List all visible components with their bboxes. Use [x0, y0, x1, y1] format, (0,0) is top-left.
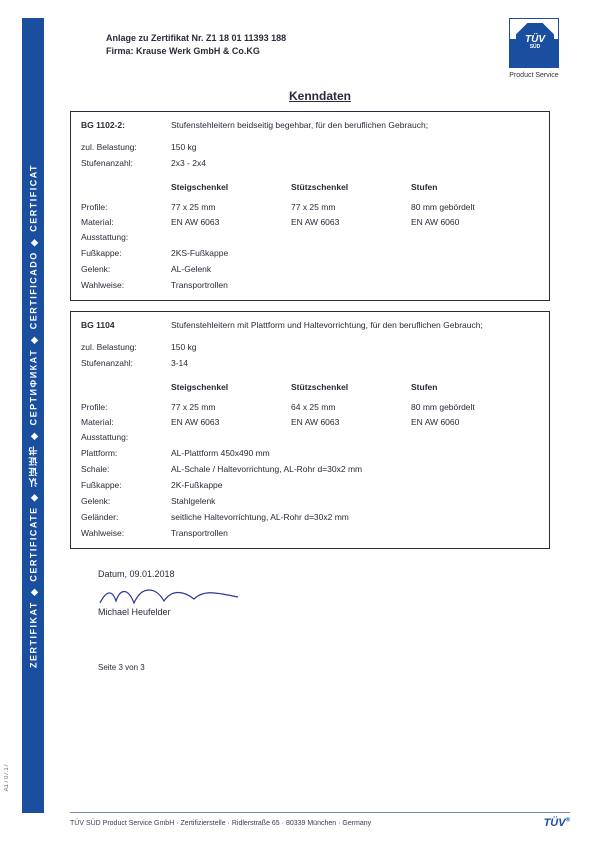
- spec-box-2: BG 1104 Stufenstehleitern mit Plattform …: [70, 311, 550, 549]
- box2-rb0-l: Ausstattung:: [81, 432, 171, 442]
- box1-ch2: Stufen: [411, 182, 531, 192]
- header-left: Anlage zu Zertifikat Nr. Z1 18 01 11393 …: [70, 18, 286, 57]
- box2-r0-val: 150 kg: [171, 342, 539, 352]
- logo-sub: SÜD: [530, 45, 541, 50]
- box2-dr0-l: Profile:: [81, 402, 171, 412]
- box2-dr0-c2: 80 mm gebördelt: [411, 402, 531, 412]
- footer: TÜV SÜD Product Service GmbHZertifiziers…: [70, 812, 570, 829]
- box2-dr1-c2: EN AW 6060: [411, 417, 531, 427]
- box1-rb3-v: Transportrollen: [171, 280, 539, 290]
- signature-block: Datum, 09.01.2018 Michael Heufelder: [70, 569, 570, 617]
- signature-icon: [98, 583, 238, 605]
- box1-r1-label: Stufenanzahl:: [81, 158, 171, 168]
- box1-rb0-v: [171, 232, 539, 242]
- header-line1: Anlage zu Zertifikat Nr. Z1 18 01 11393 …: [106, 32, 286, 45]
- page-title: Kenndaten: [70, 89, 570, 103]
- box2-rb5-l: Geländer:: [81, 512, 171, 522]
- footer-p4: Germany: [336, 820, 371, 827]
- box1-dr0-c0: 77 x 25 mm: [171, 202, 291, 212]
- box2-colhead: Steigschenkel Stützschenkel Stufen: [81, 382, 539, 392]
- box1-dr0-c1: 77 x 25 mm: [291, 202, 411, 212]
- footer-text: TÜV SÜD Product Service GmbHZertifiziers…: [70, 820, 371, 827]
- box2-rb6-l: Wahlweise:: [81, 528, 171, 538]
- box2-r1-val: 3-14: [171, 358, 539, 368]
- footer-p3: 80339 München: [280, 820, 336, 827]
- box1-rb1-l: Fußkappe:: [81, 248, 171, 258]
- box2-rb3-v: 2K-Fußkappe: [171, 480, 539, 490]
- box2-dr1-c1: EN AW 6063: [291, 417, 411, 427]
- footer-p1: Zertifizierstelle: [174, 820, 225, 827]
- box2-r1-label: Stufenanzahl:: [81, 358, 171, 368]
- box1-rb2-v: AL-Gelenk: [171, 264, 539, 274]
- footer-p2: Ridlerstraße 65: [226, 820, 280, 827]
- tuv-logo-icon: TÜV SÜD: [509, 18, 559, 68]
- box1-dr1-c2: EN AW 6060: [411, 217, 531, 227]
- side-banner: ZERTIFIKAT ◆ CERTIFICATE ◆ 认证证书 ◆ СЕРТИФ…: [22, 18, 44, 813]
- logo-text: TÜV: [525, 35, 545, 45]
- side-doc-code: A1 / 07.17: [4, 764, 10, 791]
- box2-rb5-v: seitliche Haltevorrichtung, AL-Rohr d=30…: [171, 512, 539, 522]
- box1-rb1-v: 2KS-Fußkappe: [171, 248, 539, 258]
- box2-desc: Stufenstehleitern mit Plattform und Halt…: [171, 320, 539, 330]
- box1-r0-val: 150 kg: [171, 142, 539, 152]
- box2-dr0-c0: 77 x 25 mm: [171, 402, 291, 412]
- box2-ch1: Stützschenkel: [291, 382, 411, 392]
- box2-ch0: Steigschenkel: [171, 382, 291, 392]
- box2-rb0-v: [171, 432, 539, 442]
- box2-r0-label: zul. Belastung:: [81, 342, 171, 352]
- box2-rb2-l: Schale:: [81, 464, 171, 474]
- box1-ch1: Stützschenkel: [291, 182, 411, 192]
- box1-dr0-l: Profile:: [81, 202, 171, 212]
- box2-model: BG 1104: [81, 320, 171, 330]
- box1-colhead: Steigschenkel Stützschenkel Stufen: [81, 182, 539, 192]
- box2-rb1-v: AL-Plattform 450x490 mm: [171, 448, 539, 458]
- box1-r0-label: zul. Belastung:: [81, 142, 171, 152]
- box2-dr1-l: Material:: [81, 417, 171, 427]
- box1-dr1-c0: EN AW 6063: [171, 217, 291, 227]
- box1-dr1-c1: EN AW 6063: [291, 217, 411, 227]
- box2-rb6-v: Transportrollen: [171, 528, 539, 538]
- box2-rb1-l: Plattform:: [81, 448, 171, 458]
- signature-date: Datum, 09.01.2018: [98, 569, 570, 579]
- box1-model: BG 1102-2:: [81, 120, 171, 130]
- box2-rb4-l: Gelenk:: [81, 496, 171, 506]
- box1-dr0-c2: 80 mm gebördelt: [411, 202, 531, 212]
- box2-ch2: Stufen: [411, 382, 531, 392]
- banner-text: ZERTIFIKAT ◆ CERTIFICATE ◆ 认证证书 ◆ СЕРТИФ…: [27, 163, 40, 667]
- box1-r1-val: 2x3 - 2x4: [171, 158, 539, 168]
- spec-box-1: BG 1102-2: Stufenstehleitern beidseitig …: [70, 111, 550, 301]
- box1-rb2-l: Gelenk:: [81, 264, 171, 274]
- box1-desc: Stufenstehleitern beidseitig begehbar, f…: [171, 120, 539, 130]
- footer-org: TÜV SÜD Product Service GmbH: [70, 820, 174, 827]
- box2-dr1-c0: EN AW 6063: [171, 417, 291, 427]
- box1-rb0-l: Ausstattung:: [81, 232, 171, 242]
- box1-rb3-l: Wahlweise:: [81, 280, 171, 290]
- header: Anlage zu Zertifikat Nr. Z1 18 01 11393 …: [70, 18, 570, 79]
- box2-rb4-v: Stahlgelenk: [171, 496, 539, 506]
- logo-block: TÜV SÜD Product Service: [498, 18, 570, 79]
- page-number: Seite 3 von 3: [70, 663, 570, 672]
- footer-logo: TÜV®: [544, 817, 570, 829]
- box1-ch0: Steigschenkel: [171, 182, 291, 192]
- box2-rb2-v: AL-Schale / Haltevorrichtung, AL-Rohr d=…: [171, 464, 539, 474]
- logo-caption: Product Service: [498, 72, 570, 79]
- box1-dr1-l: Material:: [81, 217, 171, 227]
- page-content: Anlage zu Zertifikat Nr. Z1 18 01 11393 …: [70, 18, 570, 672]
- box2-rb3-l: Fußkappe:: [81, 480, 171, 490]
- box2-dr0-c1: 64 x 25 mm: [291, 402, 411, 412]
- header-line2: Firma: Krause Werk GmbH & Co.KG: [106, 45, 286, 58]
